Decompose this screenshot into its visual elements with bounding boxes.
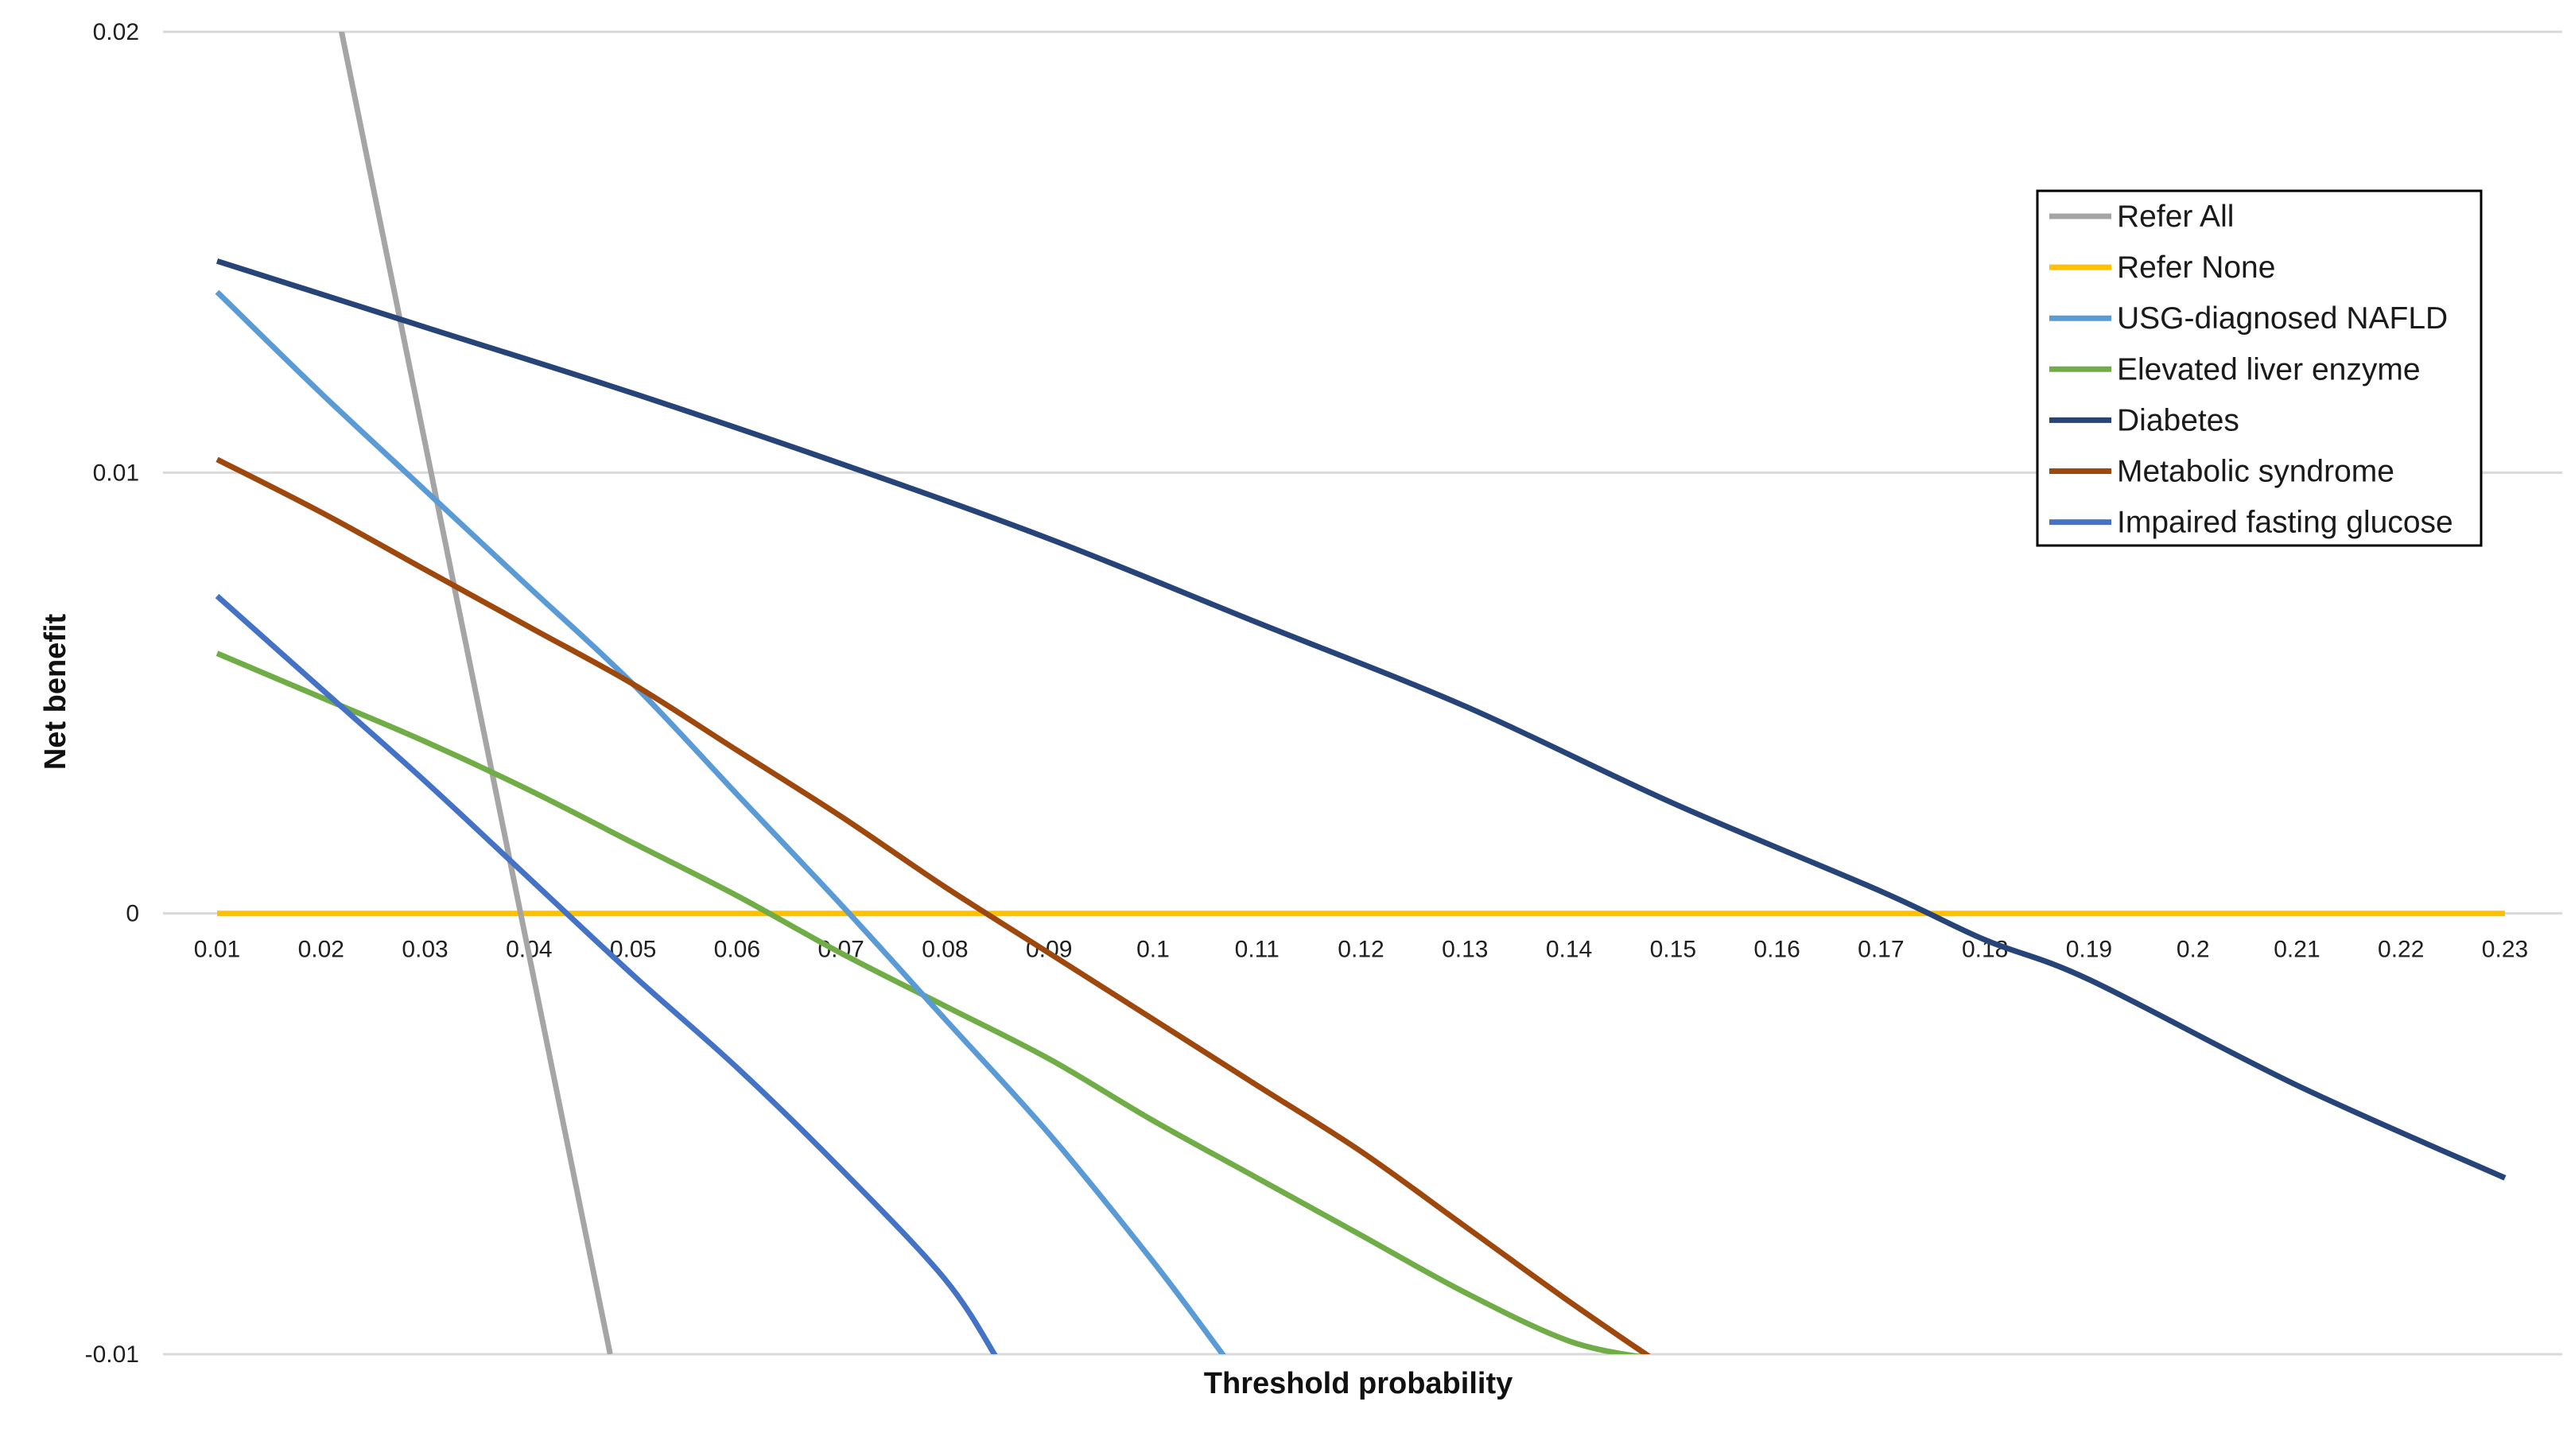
legend-label-usg-diagnosed-nafld: USG-diagnosed NAFLD — [2117, 301, 2448, 336]
y-tick-labels: 0.02 0.01 0 -0.01 — [85, 19, 139, 1368]
x-tick-label: 0.13 — [1442, 937, 1488, 963]
legend-items: Refer All Refer None USG-diagnosed NAFLD El… — [2049, 200, 2453, 540]
x-tick-label: 0.2 — [2177, 937, 2210, 963]
x-tick-label: 0.23 — [2482, 937, 2528, 963]
series-line-elevated-liver-enzyme — [216, 650, 1642, 1354]
legend-label-refer-none: Refer None — [2117, 250, 2275, 285]
x-tick-label: 0.19 — [2066, 937, 2112, 963]
x-tick-label: 0.01 — [194, 937, 240, 963]
series-line-usg-diagnosed-nafld — [215, 289, 1226, 1354]
series-line-metabolic-syndrome — [216, 456, 1651, 1354]
x-tick-labels: 0.01 0.02 0.03 0.04 0.05 0.06 0.07 0.08 0.09 0.1 0… — [194, 937, 2528, 963]
x-tick-label: 0.08 — [922, 937, 968, 963]
x-tick-label: 0.03 — [402, 937, 448, 963]
legend: Refer All Refer None USG-diagnosed NAFLD El… — [2036, 189, 2483, 547]
legend-label-impaired-fasting-glucose: Impaired fasting glucose — [2117, 506, 2453, 540]
y-tick-label: 0.01 — [93, 460, 139, 486]
y-tick-label: 0.02 — [93, 19, 139, 45]
x-tick-label: 0.02 — [298, 937, 344, 963]
x-tick-label: 0.21 — [2274, 937, 2320, 963]
series-lines — [215, 32, 2507, 1354]
series-line-impaired-fasting-glucose — [215, 593, 998, 1354]
series-line-refer-all — [338, 32, 613, 1354]
x-tick-label: 0.16 — [1753, 937, 1800, 963]
x-tick-label: 0.22 — [2378, 937, 2424, 963]
x-tick-label: 0.12 — [1338, 937, 1384, 963]
legend-label-elevated-liver-enzyme: Elevated liver enzyme — [2117, 352, 2421, 386]
x-tick-label: 0.14 — [1546, 937, 1592, 963]
legend-label-metabolic-syndrome: Metabolic syndrome — [2117, 455, 2394, 489]
legend-label-refer-all: Refer All — [2117, 200, 2234, 234]
legend-label-diabetes: Diabetes — [2117, 403, 2239, 437]
x-tick-label: 0.1 — [1136, 937, 1170, 963]
x-tick-label: 0.17 — [1858, 937, 1904, 963]
x-axis-title: Threshold probability — [1204, 1367, 1513, 1400]
x-tick-label: 0.11 — [1235, 937, 1280, 963]
x-tick-label: 0.15 — [1650, 937, 1696, 963]
x-tick-label: 0.06 — [714, 937, 760, 963]
y-tick-label: 0 — [126, 901, 139, 927]
y-tick-label: -0.01 — [85, 1341, 139, 1368]
series-line-diabetes — [216, 258, 2507, 1181]
y-axis-title: Net benefit — [39, 613, 72, 770]
